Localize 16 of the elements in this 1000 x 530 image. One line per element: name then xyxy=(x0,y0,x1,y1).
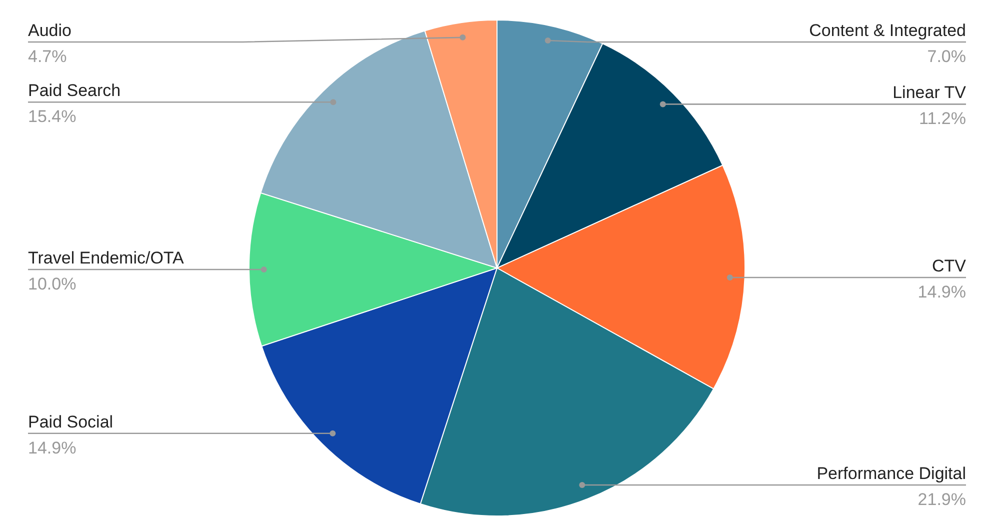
slice-label: Content & Integrated xyxy=(809,21,966,40)
slice-label: Linear TV xyxy=(892,83,967,102)
slice-label: Paid Search xyxy=(28,81,121,100)
slice-label: CTV xyxy=(932,256,967,276)
data-label: 14.9% xyxy=(28,438,76,458)
slice-label: Paid Social xyxy=(28,412,114,432)
data-label: 11.2% xyxy=(919,109,966,128)
data-label: 21.9% xyxy=(918,490,966,510)
data-label: 7.0% xyxy=(927,47,966,66)
slice-label: Travel Endemic/OTA xyxy=(28,248,185,268)
data-label: 10.0% xyxy=(28,274,76,294)
slice-label: Audio xyxy=(28,21,72,40)
data-label: 14.9% xyxy=(918,282,966,302)
data-label: 4.7% xyxy=(28,47,67,66)
data-label: 15.4% xyxy=(28,107,76,126)
slice-label: Performance Digital xyxy=(816,464,966,484)
